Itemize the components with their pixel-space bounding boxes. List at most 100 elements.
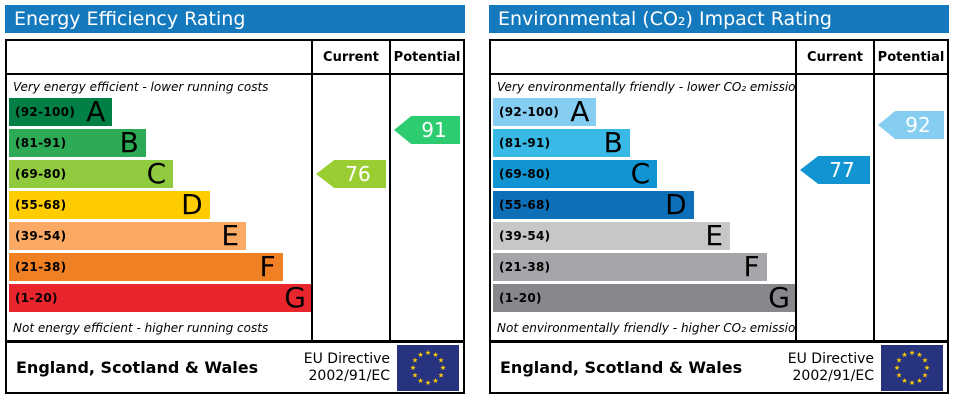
band-range: (1-20)	[499, 291, 542, 305]
region-label: England, Scotland & Wales	[16, 358, 259, 377]
svg-text:★: ★	[924, 364, 930, 372]
top-note: Very environmentally friendly - lower CO…	[497, 80, 795, 94]
band-letter: B	[603, 126, 623, 159]
band-range: (55-68)	[499, 198, 551, 212]
rating-bands-column: Very environmentally friendly - lower CO…	[491, 75, 795, 340]
top-note: Very energy efficient - lower running co…	[13, 80, 269, 94]
band-range: (81-91)	[499, 136, 551, 150]
region-label: England, Scotland & Wales	[500, 358, 743, 377]
band-c: (69-80) C	[493, 157, 658, 190]
bottom-note: Not environmentally friendly - higher CO…	[497, 321, 795, 335]
current-rating-value: 77	[829, 158, 855, 182]
current-rating-arrow: 77	[800, 156, 870, 184]
band-letter: E	[705, 219, 724, 252]
svg-text:★: ★	[909, 379, 915, 387]
co2-chart-title: Environmental (CO₂) Impact Rating	[489, 5, 949, 33]
band-e: (39-54) E	[9, 219, 247, 252]
svg-text:★: ★	[916, 351, 922, 359]
current-column: 76	[311, 75, 389, 340]
band-letter: F	[259, 250, 276, 283]
potential-rating-arrow: 91	[394, 116, 460, 144]
band-c: (69-80) C	[9, 157, 174, 190]
svg-text:★: ★	[909, 349, 915, 357]
band-letter: F	[743, 250, 760, 283]
svg-text:★: ★	[417, 377, 423, 385]
current-column-header: Current	[311, 41, 389, 73]
potential-rating-value: 92	[905, 113, 931, 137]
band-letter: G	[284, 281, 306, 314]
svg-text:★: ★	[438, 371, 444, 379]
svg-text:★: ★	[410, 364, 416, 372]
band-range: (92-100)	[499, 105, 560, 119]
svg-text:★: ★	[438, 356, 444, 364]
chart-footer: England, Scotland & Wales EU Directive 2…	[491, 340, 947, 392]
band-letter: D	[665, 188, 687, 221]
band-range: (69-80)	[499, 167, 551, 181]
energy-chart-box: Current Potential Very energy efficient …	[5, 39, 465, 394]
band-letter: A	[86, 95, 106, 128]
band-letter: G	[768, 281, 790, 314]
potential-column: 91	[389, 75, 463, 340]
band-range: (1-20)	[15, 291, 58, 305]
current-column: 77	[795, 75, 873, 340]
column-header-row: Current Potential	[7, 41, 463, 75]
current-column-header: Current	[795, 41, 873, 73]
svg-text:★: ★	[922, 371, 928, 379]
svg-text:★: ★	[432, 377, 438, 385]
bottom-note: Not energy efficient - higher running co…	[13, 321, 269, 335]
rating-bands-column: Very energy efficient - lower running co…	[7, 75, 311, 340]
eu-directive-line2: 2002/91/EC	[792, 367, 875, 384]
band-g: (1-20) G	[9, 284, 311, 312]
current-rating-arrow: 76	[316, 160, 386, 188]
band-letter: D	[181, 188, 203, 221]
band-b: (81-91) B	[493, 129, 630, 157]
band-d: (55-68) D	[493, 191, 694, 219]
energy-chart-body: Very energy efficient - lower running co…	[7, 75, 463, 340]
band-letter: B	[119, 126, 139, 159]
band-letter: C	[146, 157, 167, 190]
band-range: (81-91)	[15, 136, 67, 150]
svg-text:★: ★	[894, 364, 900, 372]
potential-column-header: Potential	[389, 41, 463, 73]
co2-chart-body: Very environmentally friendly - lower CO…	[491, 75, 947, 340]
band-b: (81-91) B	[9, 129, 146, 157]
svg-text:★: ★	[901, 351, 907, 359]
current-rating-value: 76	[345, 162, 371, 186]
energy-efficiency-chart: Energy Efficiency Rating Current Potenti…	[5, 5, 465, 394]
band-range: (39-54)	[15, 229, 67, 243]
svg-text:★: ★	[412, 356, 418, 364]
svg-text:★: ★	[896, 371, 902, 379]
band-a: (92-100) A	[493, 95, 597, 128]
header-spacer	[491, 41, 795, 73]
band-range: (21-38)	[15, 260, 67, 274]
svg-text:★: ★	[425, 349, 431, 357]
svg-text:★: ★	[417, 351, 423, 359]
band-a: (92-100) A	[9, 95, 113, 128]
eu-flag-icon: ★ ★ ★ ★ ★ ★ ★ ★ ★ ★ ★ ★	[881, 344, 943, 391]
band-range: (55-68)	[15, 198, 67, 212]
band-letter: C	[630, 157, 651, 190]
band-range: (21-38)	[499, 260, 551, 274]
band-letter: A	[570, 95, 590, 128]
eu-directive-label: EU Directive 2002/91/EC	[788, 351, 874, 385]
potential-column: 92	[873, 75, 947, 340]
chart-footer: England, Scotland & Wales EU Directive 2…	[7, 340, 463, 392]
co2-impact-chart: Environmental (CO₂) Impact Rating Curren…	[489, 5, 949, 394]
potential-rating-arrow: 92	[878, 111, 944, 139]
svg-text:★: ★	[440, 364, 446, 372]
svg-text:★: ★	[432, 351, 438, 359]
band-d: (55-68) D	[9, 191, 210, 219]
eu-directive-line1: EU Directive	[787, 350, 874, 367]
svg-text:★: ★	[922, 356, 928, 364]
potential-rating-value: 91	[421, 118, 447, 142]
band-range: (92-100)	[15, 105, 76, 119]
band-g: (1-20) G	[493, 284, 795, 312]
band-range: (69-80)	[15, 167, 67, 181]
eu-directive-line1: EU Directive	[303, 350, 390, 367]
band-letter: E	[221, 219, 240, 252]
svg-text:★: ★	[916, 377, 922, 385]
band-f: (21-38) F	[9, 253, 283, 281]
band-e: (39-54) E	[493, 219, 731, 252]
band-range: (39-54)	[499, 229, 551, 243]
